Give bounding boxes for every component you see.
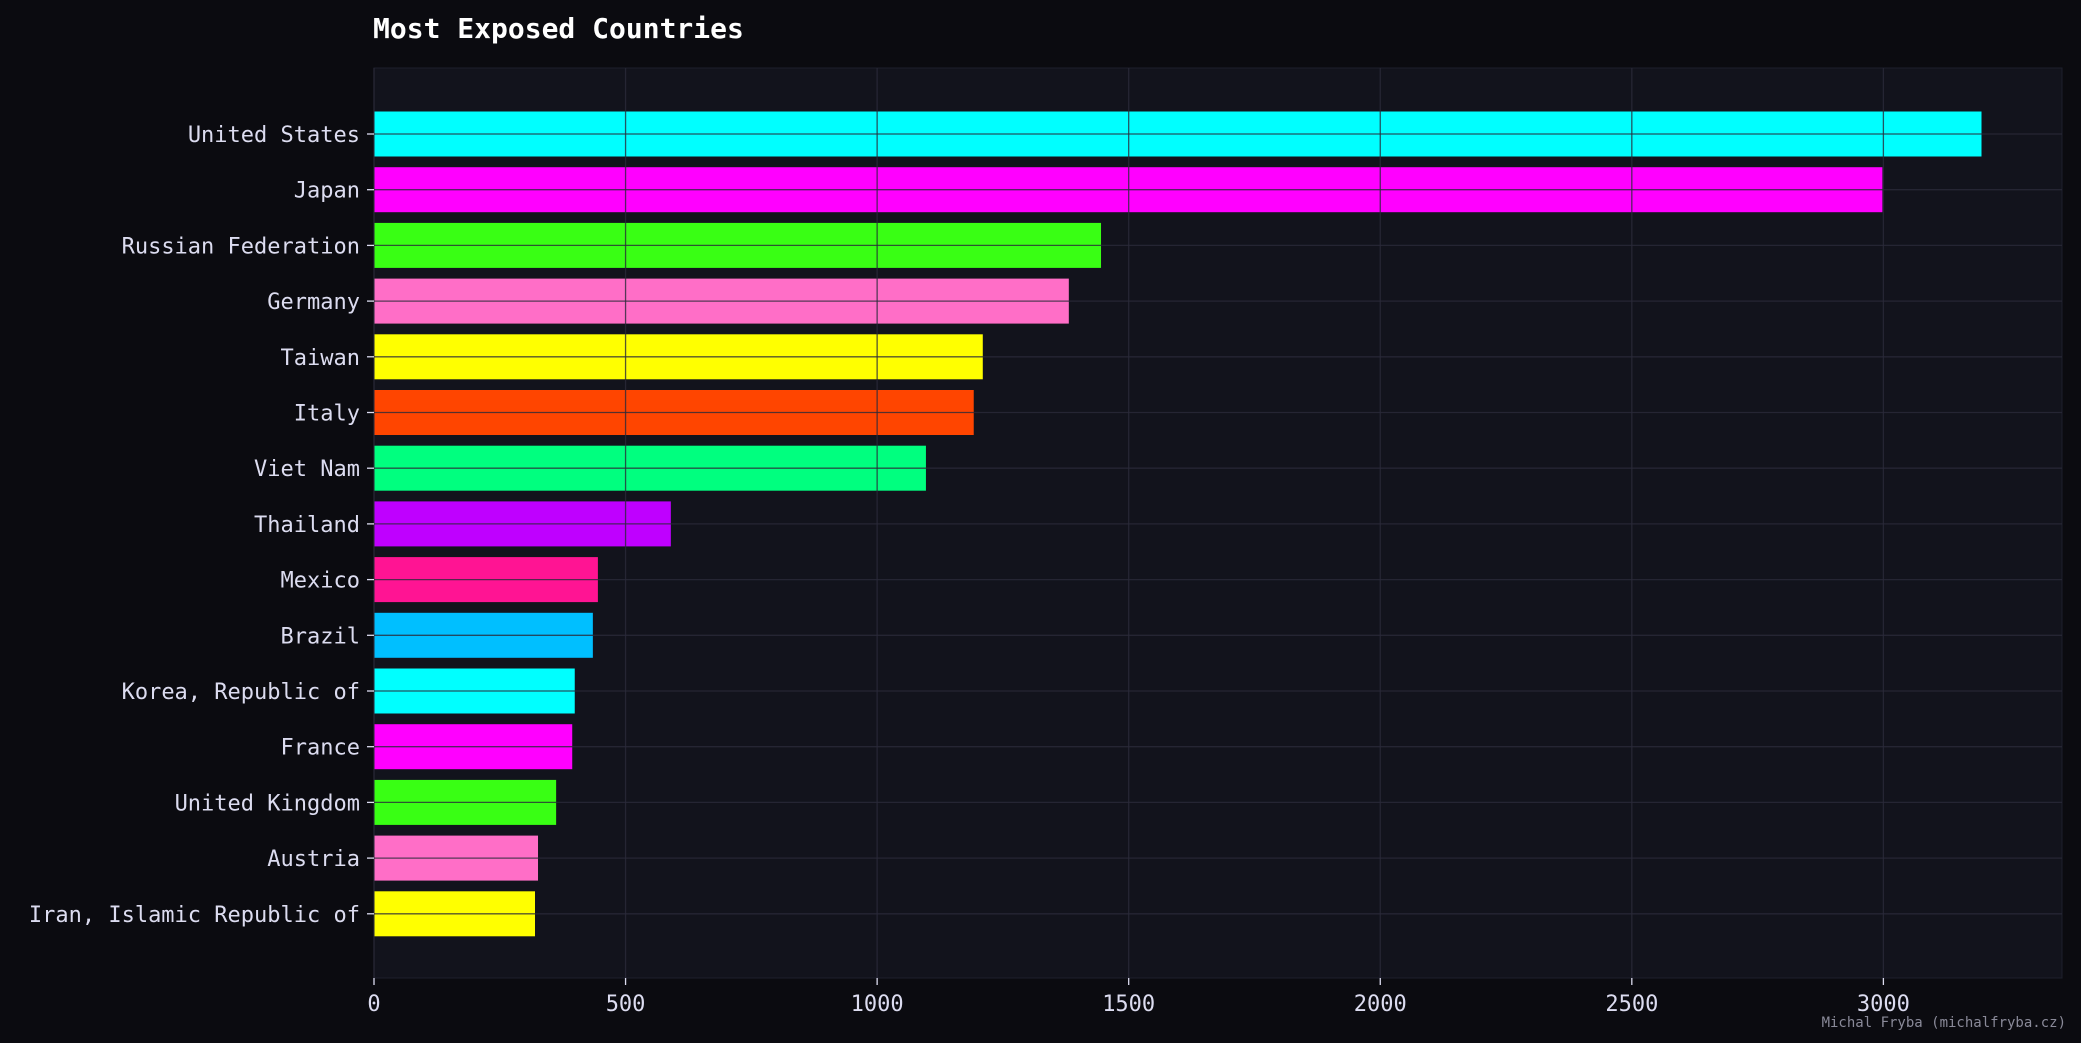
x-tick-label: 2500 (1605, 992, 1658, 1017)
y-tick-label: Korea, Republic of (122, 680, 360, 705)
y-tick-label: Iran, Islamic Republic of (29, 903, 360, 928)
x-tick-label: 2000 (1354, 992, 1407, 1017)
x-tick-label: 3000 (1857, 992, 1910, 1017)
chart-title: Most Exposed Countries (373, 12, 744, 45)
y-tick-label: Brazil (281, 624, 360, 649)
y-tick-label: Mexico (281, 569, 360, 594)
y-tick-label: Japan (294, 179, 360, 204)
x-tick-label: 0 (367, 992, 380, 1017)
y-tick-label: Italy (294, 402, 360, 427)
x-tick-label: 1000 (851, 992, 904, 1017)
y-tick-label: Germany (267, 290, 360, 315)
y-tick-label: France (281, 736, 360, 761)
y-tick-label: Taiwan (281, 346, 360, 371)
credit-text: Michal Fryba (michalfryba.cz) (1822, 1015, 2066, 1031)
y-tick-label: United States (188, 123, 360, 148)
x-tick-label: 1500 (1102, 992, 1155, 1017)
x-tick-label: 500 (606, 992, 646, 1017)
y-tick-label: Viet Nam (254, 457, 360, 482)
y-tick-label: Russian Federation (122, 234, 360, 259)
y-tick-label: Austria (267, 847, 360, 872)
y-tick-label: Thailand (254, 513, 360, 538)
y-tick-label: United Kingdom (175, 791, 360, 816)
